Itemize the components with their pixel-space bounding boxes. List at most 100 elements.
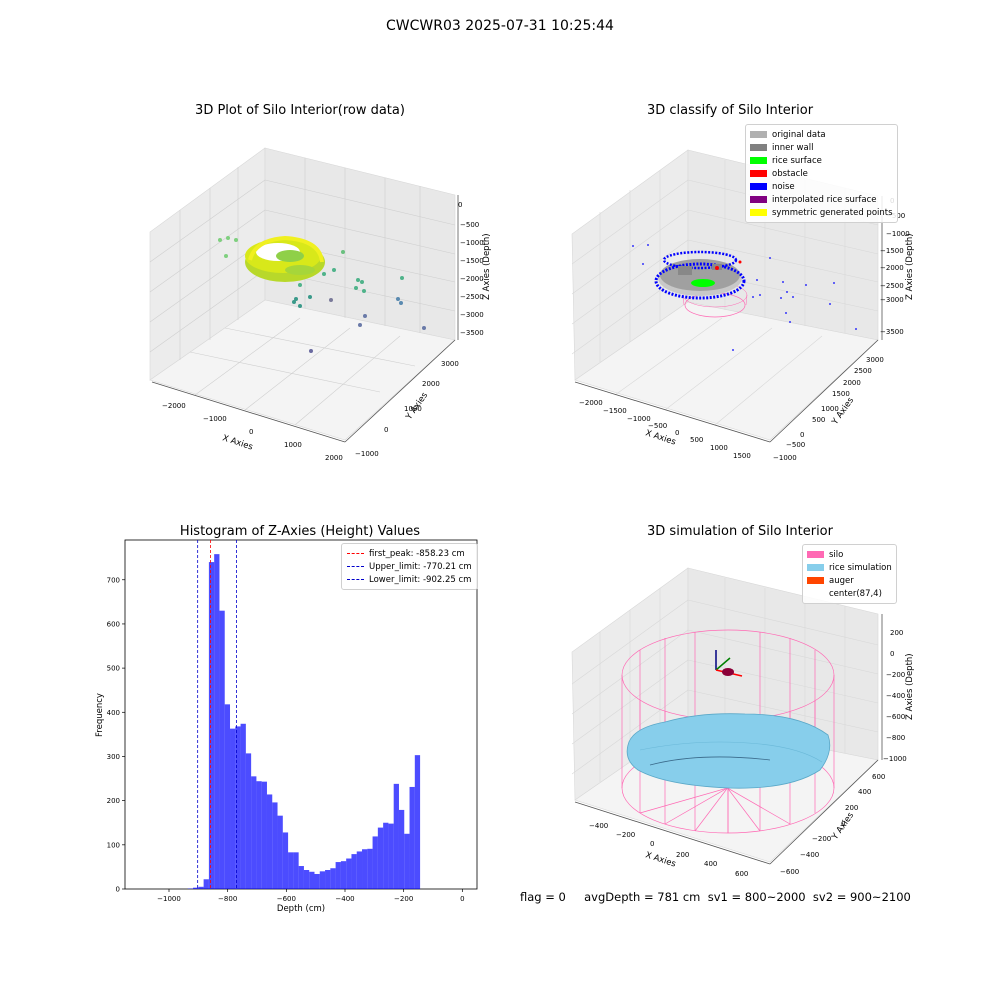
histogram-y-tick-label: 500 xyxy=(107,665,120,673)
histogram-bar xyxy=(230,728,236,889)
histogram-y-tick-label: 300 xyxy=(107,753,120,761)
legend-label: rice simulation xyxy=(829,562,892,573)
legend-swatch xyxy=(807,577,824,584)
histogram-bar xyxy=(351,854,357,889)
legend-label: original data xyxy=(772,129,826,140)
histogram-bar xyxy=(245,753,252,889)
sim-legend: silo rice simulation auger center(87,4) xyxy=(802,544,897,604)
legend-item: obstacle xyxy=(750,167,893,180)
histogram-bar xyxy=(414,755,421,889)
legend-label: auger xyxy=(829,575,854,586)
legend-label: symmetric generated points xyxy=(772,207,893,218)
legend-label: first_peak: -858.23 cm xyxy=(369,548,465,559)
legend-item: symmetric generated points xyxy=(750,206,893,219)
legend-item: first_peak: -858.23 cm xyxy=(347,547,472,560)
histogram-bar xyxy=(288,852,294,889)
histogram-bar xyxy=(251,776,257,889)
classify-legend: original data inner wall rice surface ob… xyxy=(745,124,898,223)
histogram-bar xyxy=(214,554,220,889)
legend-label: center(87,4) xyxy=(829,588,882,599)
histogram-bar xyxy=(193,887,199,889)
histogram-bar xyxy=(319,871,326,889)
legend-swatch xyxy=(750,196,767,203)
legend-item: rice simulation xyxy=(807,561,892,574)
histogram-x-tick-label: 0 xyxy=(460,895,464,903)
histogram-x-tick-label: −400 xyxy=(335,895,354,903)
histogram-bar xyxy=(277,815,283,889)
histogram-bar xyxy=(303,870,310,889)
histogram-y-tick-label: 0 xyxy=(116,886,120,894)
histogram-bar xyxy=(356,851,363,889)
histogram-x-label: Depth (cm) xyxy=(277,904,325,914)
histogram-bar xyxy=(409,786,415,889)
histogram-x-tick-label: −1000 xyxy=(157,895,181,903)
legend-item: silo xyxy=(807,548,892,561)
histogram-bar xyxy=(298,866,304,889)
histogram-frame xyxy=(124,539,478,890)
histogram-title: Histogram of Z-Axies (Height) Values xyxy=(179,524,421,539)
histogram-bar xyxy=(261,781,267,889)
histogram-bar xyxy=(383,822,389,889)
legend-label: noise xyxy=(772,181,795,192)
legend-label: inner wall xyxy=(772,142,814,153)
histogram-x-tick-label: −800 xyxy=(218,895,237,903)
legend-swatch xyxy=(807,551,824,558)
legend-swatch xyxy=(750,170,767,177)
histogram-bar xyxy=(293,852,299,889)
histogram-bar xyxy=(393,783,399,889)
histogram-y-tick-label: 100 xyxy=(107,841,120,849)
histogram-bar xyxy=(219,610,225,889)
histogram-bar xyxy=(235,726,241,889)
histogram-bar xyxy=(314,873,320,889)
sim-plot-title: 3D simulation of Silo Interior xyxy=(647,524,833,539)
legend-label: Upper_limit: -770.21 cm xyxy=(369,561,472,572)
legend-item: auger xyxy=(807,574,892,587)
status-footer: flag = 0 avgDepth = 781 cm sv1 = 800~200… xyxy=(520,890,911,904)
histogram-bar xyxy=(367,848,373,889)
legend-swatch xyxy=(807,590,824,597)
histogram-y-tick-label: 200 xyxy=(107,797,120,805)
legend-label: rice surface xyxy=(772,155,822,166)
histogram-bar xyxy=(282,832,289,889)
legend-swatch xyxy=(750,144,767,151)
histogram-y-label: Frequency xyxy=(95,693,105,737)
histogram-legend: first_peak: -858.23 cm Upper_limit: -770… xyxy=(341,543,478,590)
histogram-y-tick-label: 700 xyxy=(107,576,120,584)
legend-line xyxy=(347,553,364,554)
histogram-bar xyxy=(266,794,273,889)
histogram-bar xyxy=(362,849,368,889)
histogram-bar xyxy=(309,871,315,889)
histogram-bar xyxy=(335,862,341,889)
legend-swatch xyxy=(807,564,824,571)
histogram-bar xyxy=(203,879,209,889)
legend-swatch xyxy=(750,183,767,190)
histogram-bar xyxy=(340,861,347,889)
histogram-bar xyxy=(325,870,331,889)
legend-item: noise xyxy=(750,180,893,193)
histogram-bar xyxy=(330,868,336,889)
histogram-bar xyxy=(398,809,405,889)
histogram-bar xyxy=(198,886,204,889)
legend-line xyxy=(347,566,364,567)
legend-item: center(87,4) xyxy=(807,587,892,600)
histogram-bar xyxy=(256,781,262,889)
legend-item: Upper_limit: -770.21 cm xyxy=(347,560,472,573)
classify-plot-title: 3D classify of Silo Interior xyxy=(646,103,814,118)
legend-item: rice surface xyxy=(750,154,893,167)
histogram-bar xyxy=(388,823,394,889)
histogram-bar xyxy=(377,827,384,889)
legend-label: silo xyxy=(829,549,844,560)
histogram-bar xyxy=(372,836,378,889)
legend-swatch xyxy=(750,131,767,138)
legend-label: interpolated rice surface xyxy=(772,194,877,205)
figure-title: CWCWR03 2025-07-31 10:25:44 xyxy=(386,18,614,34)
histogram-y-tick-label: 400 xyxy=(107,709,120,717)
legend-item: Lower_limit: -902.25 cm xyxy=(347,573,472,586)
legend-line xyxy=(347,579,364,580)
legend-label: obstacle xyxy=(772,168,808,179)
histogram-y-tick-label: 600 xyxy=(107,620,120,628)
histogram-x-tick-label: −200 xyxy=(394,895,413,903)
histogram-bar xyxy=(240,723,246,889)
histogram-bar xyxy=(272,802,278,889)
